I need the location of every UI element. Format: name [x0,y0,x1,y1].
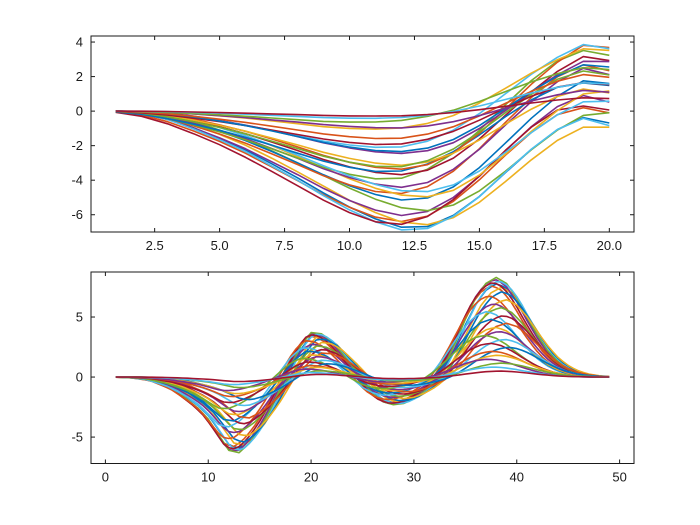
x-tick-label: 10.0 [337,238,362,253]
line-series-11 [115,306,610,431]
y-tick-label: 4 [76,35,83,50]
x-tick-label: 12.5 [402,238,427,253]
line-series-25 [115,66,610,123]
x-tick-label: 30 [407,470,421,485]
x-tick-label: 50 [612,470,626,485]
line-series-6 [115,105,610,226]
x-tick-label: 20 [304,470,318,485]
line-series-20 [115,342,610,404]
x-tick-label: 15.0 [467,238,492,253]
y-tick-label: 5 [76,310,83,325]
y-tick-label: -2 [71,138,83,153]
x-tick-label: 17.5 [532,238,557,253]
line-series-10 [115,303,610,434]
x-tick-label: 5.0 [211,238,229,253]
series-group [115,43,610,231]
subplot-top: 2.5 5.0 7.5 10.0 12.5 15.0 17.5 20.0 4 2 0 -2 -4 -6 [71,35,635,253]
line-series-20 [115,81,610,146]
y-tick-label: -5 [71,430,83,445]
x-tick-label: 40 [510,470,524,485]
line-series-16 [115,88,610,167]
line-series-11 [115,49,610,180]
line-series-5 [115,110,610,231]
y-tick-label: -4 [71,173,83,188]
line-series-9 [115,298,610,437]
y-tick-label: 2 [76,69,83,84]
line-series-24 [115,358,610,392]
y-tick-label: 0 [76,104,83,119]
x-tick-label: 2.5 [146,238,164,253]
y-tick-label: 0 [76,370,83,385]
line-series-27 [115,370,610,383]
x-tick-label: 7.5 [276,238,294,253]
x-tick-label: 20.0 [597,238,622,253]
series-group [115,276,610,454]
axes-box [90,271,635,464]
axes-box [90,35,635,233]
x-tick-label: 10 [201,470,215,485]
line-series-27 [115,97,610,117]
x-tick-label: 0 [102,470,109,485]
y-tick-label: -6 [71,207,83,222]
